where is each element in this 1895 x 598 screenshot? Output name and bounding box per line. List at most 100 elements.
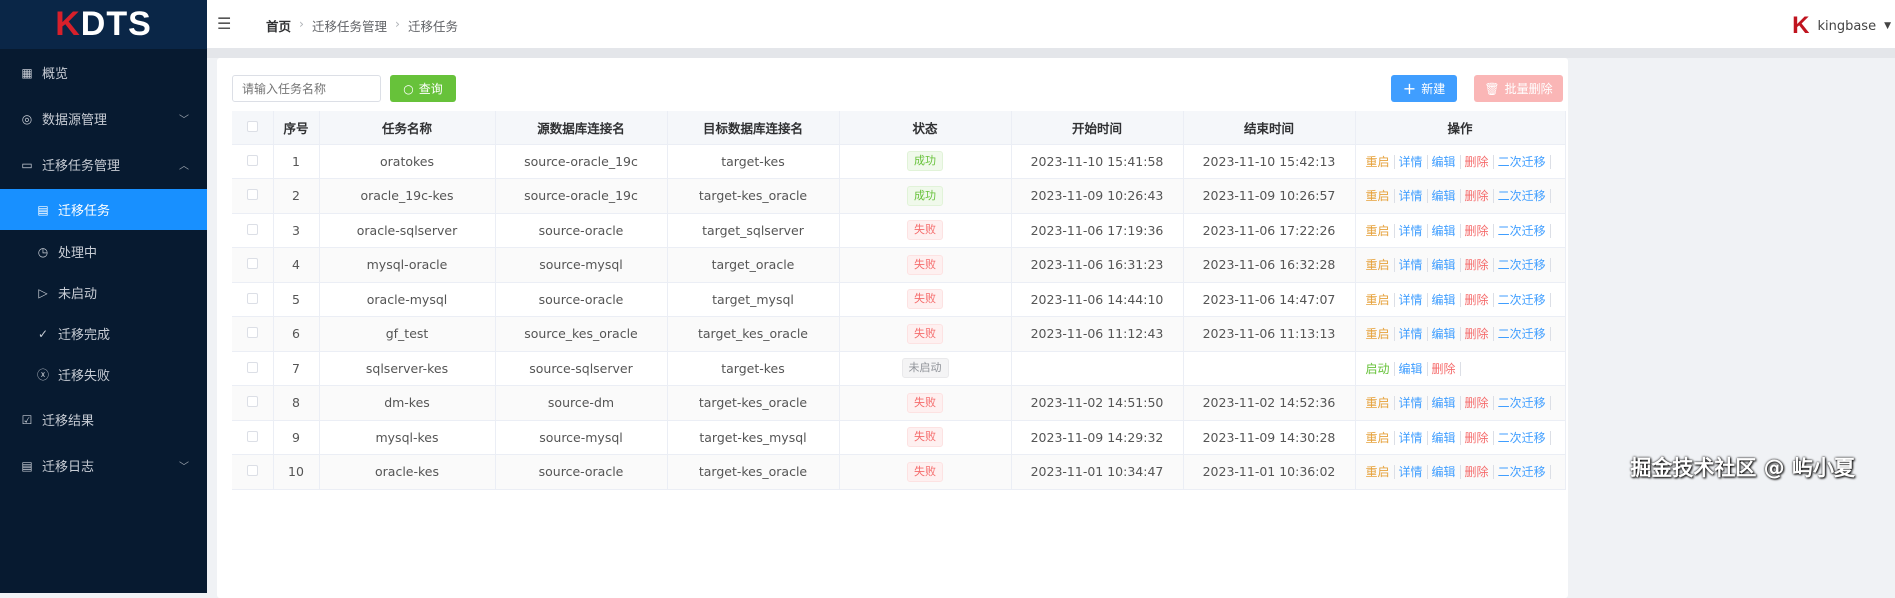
action-link-4[interactable]: 二次迁移	[1493, 189, 1551, 204]
cell-target: target_oracle	[667, 247, 840, 283]
new-task-button[interactable]: + 新建	[1391, 75, 1457, 102]
action-link-1[interactable]: 编辑	[1394, 361, 1428, 376]
action-link-2[interactable]: 编辑	[1427, 189, 1461, 204]
row-checkbox[interactable]	[232, 316, 274, 352]
action-link-1[interactable]: 详情	[1394, 154, 1428, 169]
row-checkbox[interactable]	[232, 178, 274, 214]
row-checkbox[interactable]	[232, 247, 274, 283]
col-header: 任务名称	[319, 111, 496, 145]
action-link-1[interactable]: 详情	[1394, 430, 1428, 445]
select-all-checkbox[interactable]	[232, 111, 274, 145]
col-header: 开始时间	[1011, 111, 1184, 145]
action-link-0[interactable]: 重启	[1365, 258, 1395, 273]
breadcrumb-task-management: 迁移任务管理	[312, 19, 388, 34]
action-link-4[interactable]: 二次迁移	[1493, 223, 1551, 238]
sidebar-item-0[interactable]: ▦ 概览	[0, 52, 207, 93]
row-checkbox[interactable]	[232, 282, 274, 317]
action-link-1[interactable]: 详情	[1394, 396, 1428, 411]
row-checkbox[interactable]	[232, 385, 274, 421]
sidebar-item-5[interactable]: ▷ 未启动	[0, 272, 207, 313]
action-link-1[interactable]: 详情	[1394, 189, 1428, 204]
action-link-3[interactable]: 删除	[1460, 292, 1494, 307]
action-link-4[interactable]: 二次迁移	[1493, 258, 1551, 273]
user-menu[interactable]: K kingbase ▼	[1792, 12, 1891, 40]
cell-end: 2023-11-01 10:36:02	[1183, 454, 1356, 490]
action-link-1[interactable]: 详情	[1394, 258, 1428, 273]
action-link-4[interactable]: 二次迁移	[1493, 396, 1551, 411]
sidebar-item-6[interactable]: ✓ 迁移完成	[0, 313, 207, 354]
action-link-3[interactable]: 删除	[1460, 154, 1494, 169]
action-link-4[interactable]: 二次迁移	[1493, 154, 1551, 169]
action-link-3[interactable]: 删除	[1460, 189, 1494, 204]
sidebar-item-3[interactable]: ▤ 迁移任务	[0, 189, 207, 230]
action-link-3[interactable]: 删除	[1460, 258, 1494, 273]
action-link-0[interactable]: 重启	[1365, 396, 1395, 411]
status-badge: 失败	[907, 323, 943, 344]
action-link-1[interactable]: 详情	[1394, 223, 1428, 238]
cell-status: 失败	[839, 420, 1012, 455]
action-link-2[interactable]: 编辑	[1427, 258, 1461, 273]
action-link-2[interactable]: 删除	[1427, 361, 1461, 376]
cell-no: 2	[273, 178, 320, 214]
cell-start: 2023-11-06 14:44:10	[1011, 282, 1184, 317]
action-link-2[interactable]: 编辑	[1427, 292, 1461, 307]
row-checkbox[interactable]	[232, 420, 274, 455]
table-header: 序号 任务名称 源数据库连接名 目标数据库连接名 状态 开始时间 结束时间 操作	[232, 111, 1566, 145]
collapse-menu-icon[interactable]: ☰	[217, 14, 232, 33]
action-link-0[interactable]: 重启	[1365, 430, 1395, 445]
sidebar-item-7[interactable]: ⓧ 迁移失败	[0, 354, 207, 395]
action-link-3[interactable]: 删除	[1460, 327, 1494, 342]
sidebar-item-1[interactable]: ◎ 数据源管理 ﹀	[0, 98, 207, 139]
action-link-0[interactable]: 重启	[1365, 154, 1395, 169]
sidebar: K DTS ▦ 概览 ◎ 数据源管理 ﹀ ▭ 迁移任务管理 ︿ ▤ 迁移任务 ◷ 处理中 ▷ 未启动 ✓ 迁移完…	[0, 0, 207, 593]
document-icon: ▤	[37, 202, 49, 217]
action-link-2[interactable]: 编辑	[1427, 154, 1461, 169]
breadcrumb-home[interactable]: 首页	[266, 19, 292, 34]
action-link-0[interactable]: 重启	[1365, 292, 1395, 307]
cell-name: mysql-oracle	[319, 247, 496, 283]
query-button[interactable]: ○ 查询	[390, 75, 456, 102]
action-link-3[interactable]: 删除	[1460, 465, 1494, 480]
col-header: 结束时间	[1183, 111, 1356, 145]
task-name-search-input[interactable]	[232, 75, 381, 102]
row-checkbox[interactable]	[232, 144, 274, 179]
action-link-2[interactable]: 编辑	[1427, 396, 1461, 411]
batch-delete-label: 批量删除	[1504, 82, 1553, 96]
logo[interactable]: K DTS	[0, 0, 207, 49]
action-link-0[interactable]: 重启	[1365, 189, 1395, 204]
action-link-1[interactable]: 详情	[1394, 292, 1428, 307]
cell-actions: 重启 详情 编辑 删除 二次迁移	[1355, 282, 1566, 317]
action-link-1[interactable]: 详情	[1394, 327, 1428, 342]
cell-name: oracle-kes	[319, 454, 496, 490]
action-link-3[interactable]: 删除	[1460, 430, 1494, 445]
row-checkbox[interactable]	[232, 213, 274, 248]
action-link-0[interactable]: 重启	[1365, 465, 1395, 480]
action-link-2[interactable]: 编辑	[1427, 430, 1461, 445]
action-link-0[interactable]: 重启	[1365, 223, 1395, 238]
action-link-3[interactable]: 删除	[1460, 223, 1494, 238]
sidebar-item-4[interactable]: ◷ 处理中	[0, 231, 207, 272]
cell-status: 成功	[839, 178, 1012, 214]
table-row: 2 oracle_19c-kes source-oracle_19c targe…	[232, 178, 1566, 214]
action-link-2[interactable]: 编辑	[1427, 465, 1461, 480]
search-icon: ○	[403, 81, 414, 96]
cell-actions: 重启 详情 编辑 删除 二次迁移	[1355, 385, 1566, 421]
row-checkbox[interactable]	[232, 454, 274, 490]
action-link-4[interactable]: 二次迁移	[1493, 430, 1551, 445]
sidebar-item-2[interactable]: ▭ 迁移任务管理 ︿	[0, 144, 207, 185]
action-link-0[interactable]: 重启	[1365, 327, 1395, 342]
row-checkbox[interactable]	[232, 351, 274, 386]
action-link-1[interactable]: 详情	[1394, 465, 1428, 480]
batch-delete-button[interactable]: 🗑 批量删除	[1474, 75, 1563, 102]
action-link-2[interactable]: 编辑	[1427, 327, 1461, 342]
action-link-4[interactable]: 二次迁移	[1493, 292, 1551, 307]
sidebar-item-8[interactable]: ☑ 迁移结果	[0, 399, 207, 440]
sidebar-item-9[interactable]: ▤ 迁移日志 ﹀	[0, 445, 207, 486]
action-link-2[interactable]: 编辑	[1427, 223, 1461, 238]
logo-k: K	[55, 5, 81, 43]
action-link-4[interactable]: 二次迁移	[1493, 465, 1551, 480]
action-link-3[interactable]: 删除	[1460, 396, 1494, 411]
action-link-0[interactable]: 启动	[1365, 361, 1395, 376]
action-link-4[interactable]: 二次迁移	[1493, 327, 1551, 342]
cell-start	[1011, 351, 1184, 386]
